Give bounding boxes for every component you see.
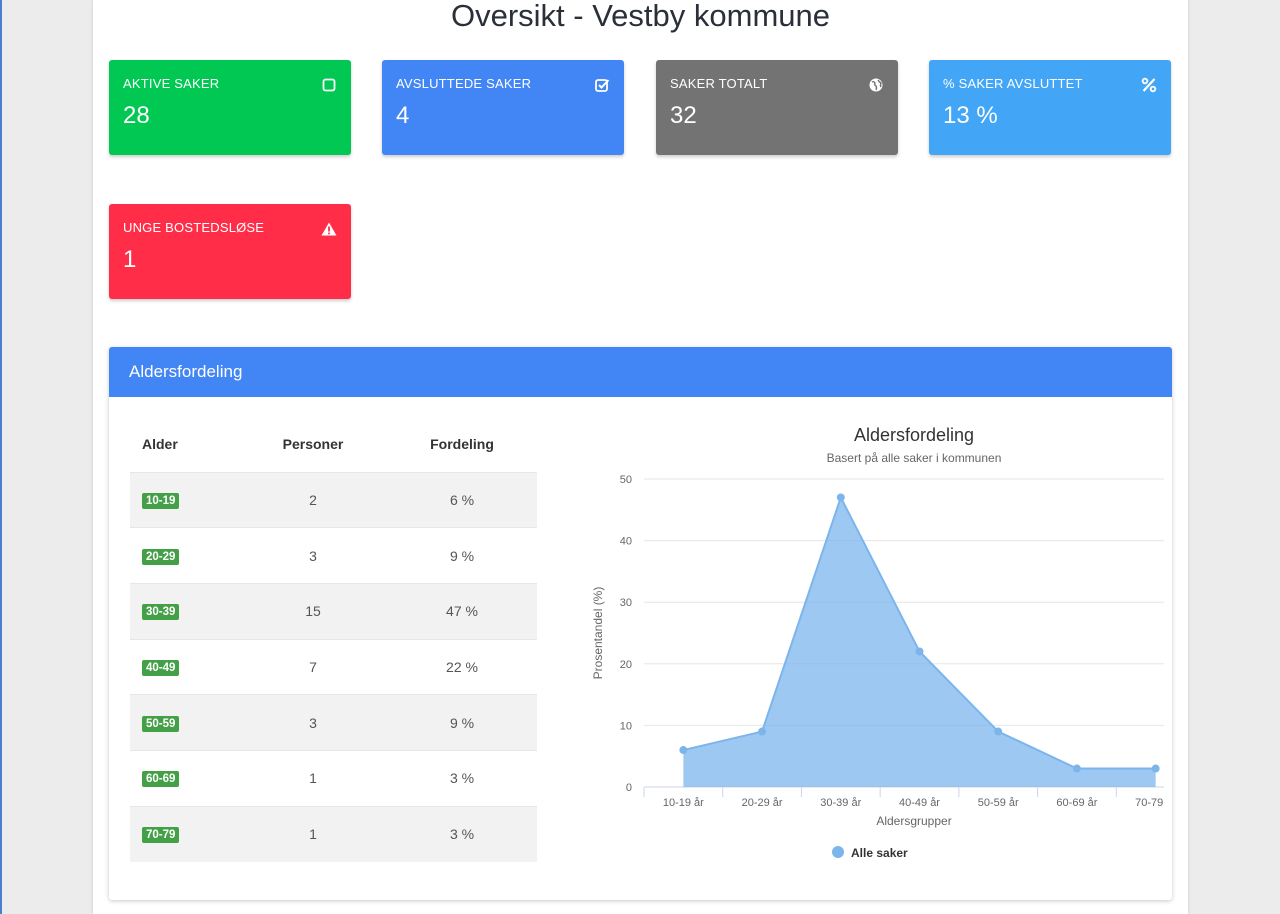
percent-icon [1141, 77, 1157, 93]
x-tick-label: 40-49 år [899, 797, 940, 809]
x-tick-label: 20-29 år [742, 797, 783, 809]
x-tick-label: 70-79 år [1135, 797, 1164, 809]
share-cell: 3 % [387, 806, 537, 862]
card-value: 4 [396, 102, 410, 129]
age-cell: 40-49 [130, 639, 239, 695]
table-row: 40-49 7 22 % [130, 639, 537, 695]
card-value: 13 % [943, 102, 998, 129]
share-cell: 9 % [449, 547, 475, 564]
globe-icon [868, 77, 884, 93]
age-badge: 70-79 [142, 827, 180, 844]
data-point [1151, 764, 1160, 773]
column-header-share: Fordeling [430, 436, 494, 453]
age-badge: 10-19 [142, 492, 180, 509]
age-cell: 30-39 [130, 583, 239, 640]
share-cell: 6 % [387, 472, 537, 528]
x-tick-label: 50-59 år [978, 797, 1019, 809]
age-cell: 50-59 [130, 694, 239, 751]
column-header-persons: Personer [282, 436, 344, 453]
age-badge: 40-49 [142, 659, 180, 676]
persons-cell: 3 [309, 547, 317, 564]
age-cell: 70-79 [130, 806, 239, 862]
age-cell: 10-19 [130, 472, 239, 528]
persons-cell: 3 [239, 694, 387, 751]
y-tick-label: 30 [620, 597, 632, 609]
legend-marker [832, 846, 844, 858]
card-label: UNGE BOSTEDSLØSE [123, 220, 265, 235]
chart-subtitle: Basert på alle saker i kommunen [827, 451, 1002, 465]
card-label: AVSLUTTEDE SAKER [396, 76, 532, 91]
table-row: 30-39 15 47 % [130, 583, 537, 640]
table-row: 70-79 1 3 % [130, 806, 537, 862]
card-label: SAKER TOTALT [670, 76, 768, 91]
share-cell: 9 % [387, 694, 537, 751]
y-tick-label: 0 [626, 782, 632, 794]
data-point [915, 647, 924, 656]
share-cell: 22 % [446, 658, 478, 675]
card-value: 28 [123, 102, 150, 129]
dashboard-page: Oversikt - Vestby kommune AKTIVE SAKER 2… [93, 0, 1196, 914]
age-distribution-panel: Aldersfordeling Alder Personer Fordeling… [109, 347, 1196, 900]
age-badge: 50-59 [142, 715, 180, 732]
y-tick-label: 10 [620, 720, 632, 732]
x-tick-label: 10-19 år [663, 797, 704, 809]
warning-icon [321, 221, 337, 237]
column-header-age: Alder [142, 436, 178, 453]
x-tick-label: 60-69 år [1056, 797, 1097, 809]
persons-cell: 2 [239, 472, 387, 528]
square-icon [321, 77, 337, 93]
persons-cell: 7 [309, 658, 317, 675]
y-tick-label: 20 [620, 659, 632, 671]
age-table: Alder Personer Fordeling 10-19 2 6 % 20-… [130, 417, 537, 862]
card-percent-closed[interactable]: % SAKER AVSLUTTET 13 % [929, 60, 1171, 155]
card-closed-cases[interactable]: AVSLUTTEDE SAKER 4 [382, 60, 624, 155]
y-tick-label: 50 [620, 474, 632, 486]
table-row: 20-29 3 9 % [130, 527, 537, 584]
card-label: % SAKER AVSLUTTET [943, 76, 1083, 91]
persons-cell: 1 [309, 770, 317, 787]
data-point [1072, 764, 1081, 773]
window-edge [0, 0, 2, 914]
age-badge: 20-29 [142, 548, 180, 565]
age-cell: 20-29 [130, 528, 239, 584]
card-value: 1 [123, 246, 137, 273]
age-badge: 30-39 [142, 604, 180, 621]
card-total-cases[interactable]: SAKER TOTALT 32 [656, 60, 898, 155]
age-chart: Aldersfordeling Basert på alle saker i ko… [564, 417, 1196, 877]
card-label: AKTIVE SAKER [123, 76, 220, 91]
table-header-row: Alder Personer Fordeling [130, 417, 537, 472]
page-title: Oversikt - Vestby kommune [450, 0, 830, 33]
persons-cell: 15 [239, 583, 387, 640]
y-tick-label: 40 [620, 536, 632, 548]
age-area-chart: Aldersfordeling Basert på alle saker i ko… [591, 425, 1196, 860]
y-axis-title: Prosentandel (%) [591, 587, 605, 680]
card-active-cases[interactable]: AKTIVE SAKER 28 [109, 60, 351, 155]
panel-title: Aldersfordeling [109, 347, 1172, 397]
age-badge: 60-69 [142, 771, 180, 788]
x-axis-title: Aldersgrupper [876, 814, 951, 828]
card-young-homeless[interactable]: UNGE BOSTEDSLØSE 1 [109, 204, 351, 299]
persons-cell: 1 [239, 806, 387, 862]
table-row: 60-69 1 3 % [130, 750, 537, 806]
share-cell: 3 % [449, 770, 475, 787]
data-point [836, 493, 845, 502]
data-point [758, 727, 767, 736]
chart-title: Aldersfordeling [854, 425, 974, 445]
table-row: 10-19 2 6 % [130, 472, 537, 528]
series-area [683, 497, 1156, 787]
legend-label: Alle saker [851, 846, 908, 860]
card-value: 32 [670, 102, 697, 129]
check-square-icon [594, 77, 610, 93]
data-point [679, 746, 688, 755]
age-cell: 60-69 [130, 750, 239, 806]
data-point [994, 727, 1003, 736]
table-row: 50-59 3 9 % [130, 694, 537, 751]
x-tick-label: 30-39 år [820, 797, 861, 809]
share-cell: 47 % [387, 583, 537, 640]
